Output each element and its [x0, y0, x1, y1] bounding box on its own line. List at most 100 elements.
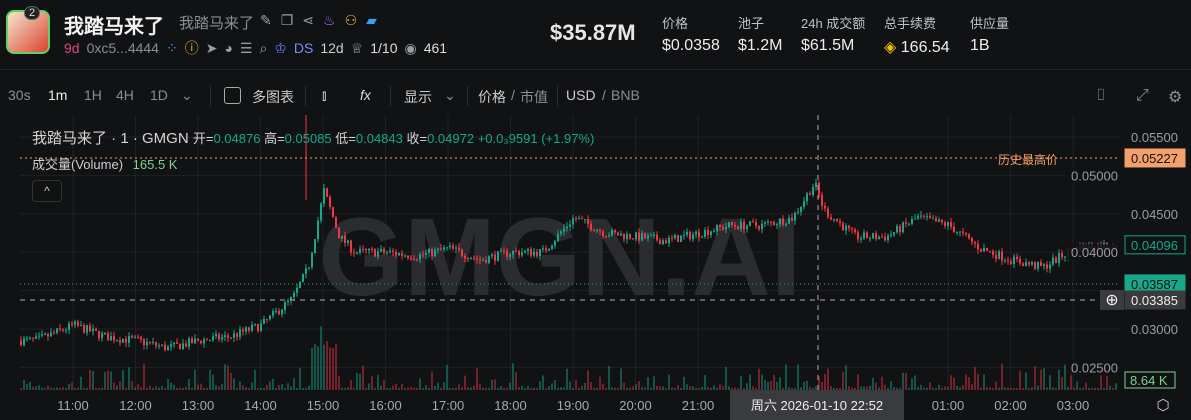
volume-bar: [50, 387, 52, 390]
search-icon[interactable]: ⌕: [259, 39, 268, 56]
candle-body: [143, 339, 145, 346]
volume-tag: 8.64 K: [1130, 373, 1168, 388]
price-chart[interactable]: 11:00 12:00 13:00 14:00 15:00 16:00 17:00 18:00…: [0, 112, 1191, 420]
edit-icon[interactable]: ✎: [260, 12, 272, 28]
candle-body: [101, 333, 103, 339]
volume-bar: [710, 387, 712, 390]
candle-body: [911, 218, 913, 224]
share-icon[interactable]: ⋖: [302, 12, 315, 28]
candle-body: [374, 249, 376, 257]
candle-body: [92, 328, 94, 332]
candle-body: [797, 211, 799, 213]
warning-icon[interactable]: ⓘ: [184, 40, 199, 56]
volume-bar: [692, 386, 694, 390]
candle-body: [86, 325, 88, 333]
volume-bar: [137, 384, 139, 390]
volume-bar: [761, 374, 763, 390]
candle-body: [701, 236, 703, 238]
candle-body: [308, 267, 310, 269]
interval-4h[interactable]: 4H: [116, 87, 134, 103]
comment-icon[interactable]: ▰: [366, 12, 377, 28]
fullscreen-icon[interactable]: ⤢: [1136, 87, 1149, 104]
volume-bar: [80, 376, 82, 390]
volume-bar: [125, 387, 127, 390]
toggle-price[interactable]: 价格: [478, 89, 506, 105]
candle-body: [122, 338, 124, 343]
camera-icon[interactable]: ⌷: [1096, 87, 1106, 104]
candle-body: [1004, 260, 1006, 262]
candle-type-icon[interactable]: ⫾: [322, 87, 327, 103]
candle-body: [584, 219, 586, 221]
candle-body: [536, 251, 538, 257]
settings-icon[interactable]: ⚙: [1168, 89, 1183, 106]
volume-bar: [650, 387, 652, 390]
bnb-icon: ◈: [884, 39, 897, 56]
volume-bar: [449, 387, 451, 390]
candle-body: [107, 333, 109, 341]
volume-bar: [917, 387, 919, 390]
volume-bar: [791, 387, 793, 390]
candle-body: [641, 233, 643, 241]
candle-body: [335, 217, 337, 228]
candle-body: [35, 336, 37, 339]
display-menu[interactable]: 显示: [404, 89, 432, 105]
interval-30s[interactable]: 30s: [8, 87, 31, 103]
candle-body: [1019, 258, 1021, 264]
candle-body: [233, 333, 235, 338]
copy-icon[interactable]: ❐: [280, 12, 294, 28]
chef-icon: ♔: [274, 39, 287, 56]
toggle-mcap[interactable]: 市值: [520, 89, 548, 105]
volume-bar: [695, 388, 697, 390]
chevron-down-icon[interactable]: ⌄: [444, 87, 456, 103]
volume-bar: [941, 387, 943, 390]
volume-bar: [77, 387, 79, 390]
volume-bar: [374, 388, 376, 390]
interval-1d[interactable]: 1D: [150, 87, 168, 103]
chevron-down-icon[interactable]: ⌄: [181, 87, 193, 103]
volume-bar: [668, 374, 670, 390]
candle-body: [737, 226, 739, 229]
volume-bar: [1049, 375, 1051, 390]
volume-bar: [629, 387, 631, 390]
candle-body: [218, 334, 220, 340]
chart-icon[interactable]: ◕: [224, 40, 233, 56]
candle-body: [872, 233, 874, 239]
interval-1h[interactable]: 1H: [84, 87, 102, 103]
toggle-usd[interactable]: USD: [566, 87, 596, 103]
multi-chart-label[interactable]: 多图表: [252, 89, 294, 105]
holders-icon[interactable]: ⁘: [165, 39, 178, 56]
candle-body: [824, 205, 826, 209]
volume-bar: [596, 388, 598, 390]
ath-price-tag-bg: [1124, 148, 1186, 168]
multi-chart-checkbox[interactable]: [224, 87, 241, 104]
candle-body: [524, 250, 526, 253]
candle-body: [488, 256, 490, 263]
candle-body: [689, 231, 691, 240]
candle-body: [650, 235, 652, 237]
collapse-button[interactable]: ^: [32, 180, 62, 202]
candle-body: [119, 340, 121, 343]
indicators-icon[interactable]: fx: [360, 87, 371, 103]
volume-bar: [887, 388, 889, 390]
contract-address[interactable]: 0xc5...4444: [86, 40, 159, 56]
team-icon[interactable]: ⚇: [344, 12, 358, 28]
volume-bar: [29, 381, 31, 390]
toggle-bnb[interactable]: BNB: [611, 87, 640, 103]
candle-body: [827, 208, 829, 218]
volume-bar: [176, 387, 178, 390]
notes-icon[interactable]: ☰: [239, 39, 253, 56]
candle-body: [140, 337, 142, 340]
volume-bar: [287, 383, 289, 390]
candle-body: [203, 339, 205, 344]
volume-bar: [665, 388, 667, 390]
telegram-icon[interactable]: ➤: [205, 39, 218, 56]
volume-bar: [20, 387, 22, 390]
candle-body: [230, 337, 232, 339]
candle-body: [740, 221, 742, 229]
crosshair-price-tag-bg: [1124, 290, 1186, 310]
fire-icon[interactable]: ♨: [323, 12, 336, 28]
interval-1m[interactable]: 1m: [48, 87, 68, 103]
candle-body: [1064, 256, 1066, 258]
ds-label[interactable]: DS: [293, 40, 314, 56]
candle-body: [767, 221, 769, 223]
